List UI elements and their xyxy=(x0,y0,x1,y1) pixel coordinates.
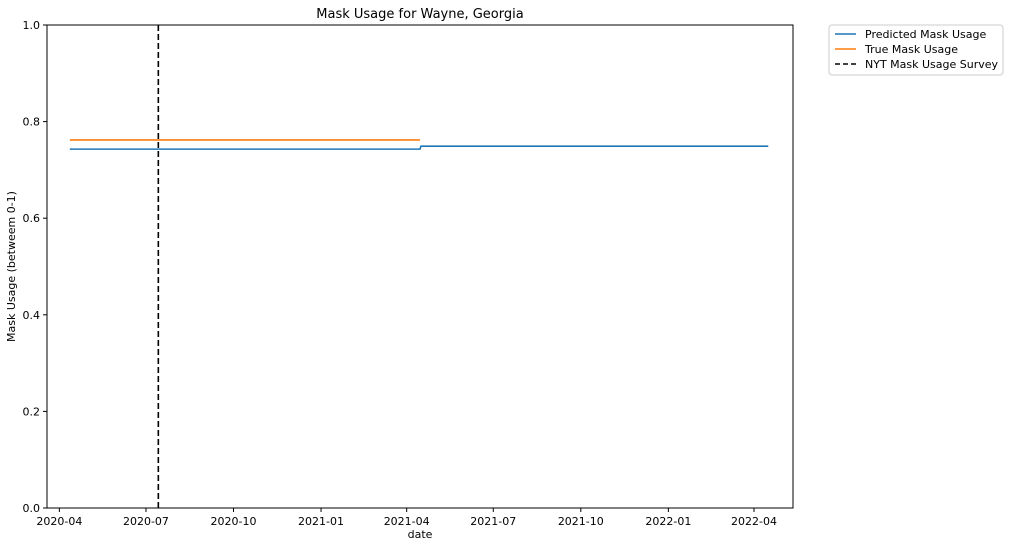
x-tick-label: 2021-07 xyxy=(470,515,516,528)
legend-label: NYT Mask Usage Survey xyxy=(865,58,999,71)
y-tick-label: 1.0 xyxy=(23,19,41,32)
y-axis: 0.0 0.2 0.4 0.6 0.8 1.0 xyxy=(23,19,47,515)
y-tick-label: 0.8 xyxy=(23,116,41,129)
legend: Predicted Mask Usage True Mask Usage NYT M… xyxy=(828,24,1004,76)
x-tick-label: 2021-04 xyxy=(384,515,430,528)
plot-area xyxy=(46,24,794,509)
predicted-mask-usage-line xyxy=(69,145,769,150)
series-layer xyxy=(69,25,769,508)
y-axis-label: Mask Usage (betweem 0-1) xyxy=(5,191,18,342)
x-tick-label: 2021-10 xyxy=(558,515,604,528)
legend-box xyxy=(828,24,1004,76)
x-axis-label: date xyxy=(408,528,433,541)
legend-label: Predicted Mask Usage xyxy=(865,28,986,41)
x-axis: 2020-04 2020-07 2020-10 2021-01 2021-04 2021-… xyxy=(36,508,777,528)
y-tick-label: 0.4 xyxy=(23,309,41,322)
x-tick-label: 2020-07 xyxy=(123,515,169,528)
y-tick-label: 0.6 xyxy=(23,212,41,225)
y-tick-label: 0.2 xyxy=(23,405,41,418)
x-tick-label: 2022-04 xyxy=(731,515,777,528)
x-tick-label: 2020-10 xyxy=(211,515,257,528)
legend-label: True Mask Usage xyxy=(864,43,958,56)
x-tick-label: 2021-01 xyxy=(298,515,344,528)
x-tick-label: 2020-04 xyxy=(36,515,82,528)
y-tick-label: 0.0 xyxy=(23,502,41,515)
chart-title: Mask Usage for Wayne, Georgia xyxy=(316,7,523,22)
x-tick-label: 2022-01 xyxy=(645,515,691,528)
